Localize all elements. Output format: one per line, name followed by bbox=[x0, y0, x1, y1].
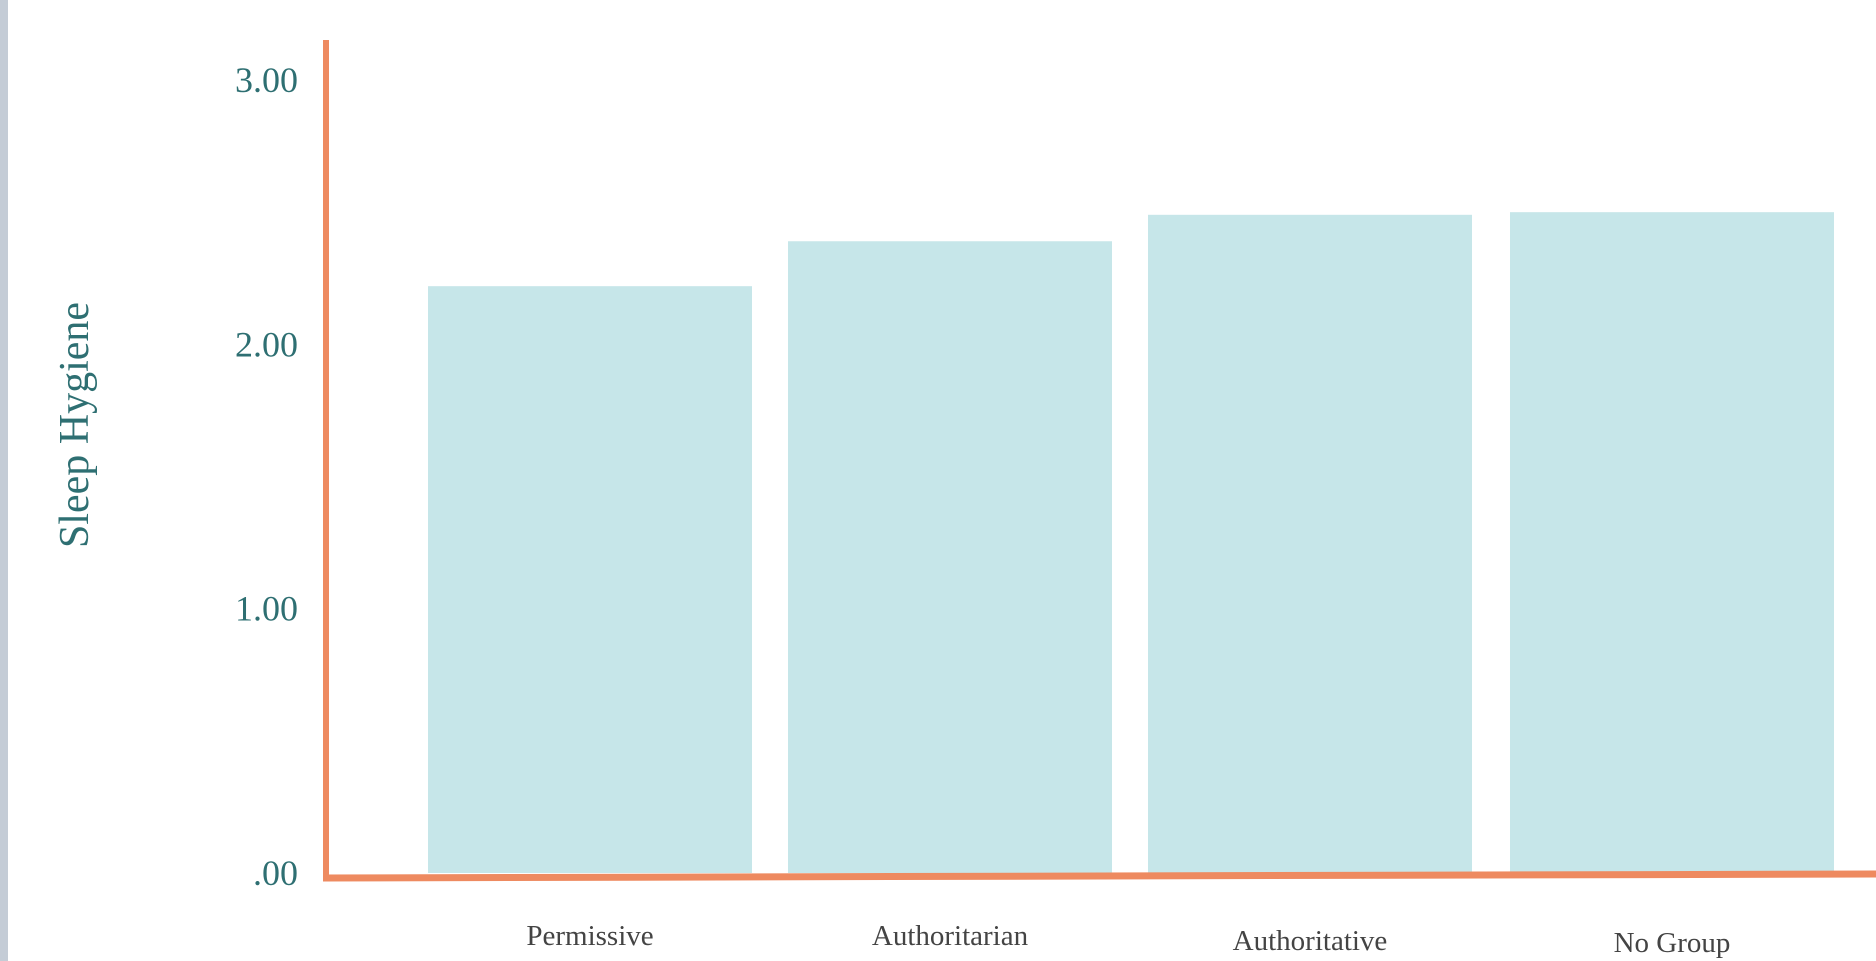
bar-no-group bbox=[1510, 212, 1834, 873]
y-axis-title: Sleep Hygiene bbox=[52, 302, 98, 548]
y-tick-label: .00 bbox=[253, 853, 298, 893]
x-axis-line bbox=[322, 870, 1876, 882]
y-tick-labels: .00 1.00 2.00 3.00 bbox=[235, 60, 298, 893]
y-tick-label: 2.00 bbox=[235, 324, 298, 364]
left-edge-strip bbox=[0, 0, 8, 961]
bar-authoritarian bbox=[788, 241, 1112, 873]
x-category-labels: Permissive Authoritarian Authoritative No G… bbox=[526, 920, 1730, 959]
x-category-label: Authoritative bbox=[1233, 925, 1388, 957]
x-category-label: No Group bbox=[1614, 927, 1731, 959]
bar-permissive bbox=[428, 286, 752, 873]
x-category-label: Permissive bbox=[526, 920, 653, 952]
bar-authoritative bbox=[1148, 214, 1472, 873]
y-tick-label: 1.00 bbox=[235, 589, 298, 629]
bars-group bbox=[428, 212, 1834, 873]
y-tick-label: 3.00 bbox=[235, 60, 298, 100]
x-category-label: Authoritarian bbox=[872, 920, 1029, 952]
